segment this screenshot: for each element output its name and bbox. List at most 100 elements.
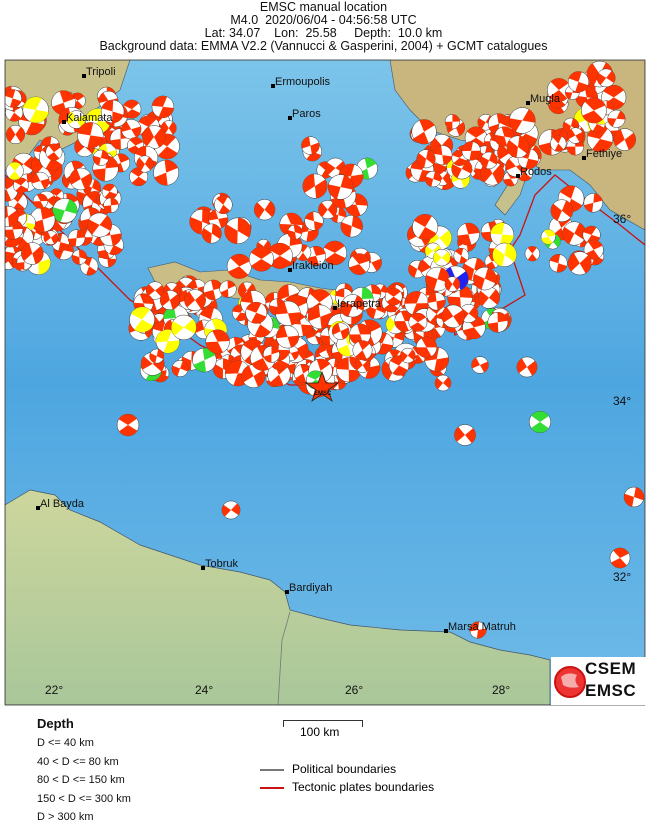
focal-mechanism[interactable] — [469, 621, 487, 639]
focal-mechanism[interactable] — [184, 289, 206, 311]
focal-mechanism[interactable] — [13, 177, 29, 194]
focal-mechanism[interactable] — [550, 135, 567, 152]
focal-mechanism[interactable] — [586, 125, 614, 153]
focal-mechanism[interactable] — [21, 242, 44, 265]
focal-mechanism[interactable] — [4, 89, 22, 108]
focal-mechanism[interactable] — [529, 411, 551, 433]
focal-mechanism[interactable] — [22, 96, 49, 124]
focal-mechanism[interactable] — [219, 280, 237, 298]
focal-mechanism[interactable] — [121, 119, 142, 140]
focal-mechanism[interactable] — [248, 246, 274, 272]
focal-mechanism[interactable] — [77, 122, 104, 149]
focal-mechanism[interactable] — [509, 107, 536, 134]
focal-mechanism[interactable] — [492, 242, 517, 267]
focal-mechanism[interactable] — [415, 336, 438, 358]
focal-mechanism[interactable] — [331, 322, 350, 340]
focal-mechanism[interactable] — [101, 183, 118, 200]
focal-mechanism[interactable] — [71, 249, 88, 265]
focal-mechanism[interactable] — [516, 356, 538, 378]
focal-mechanism[interactable] — [245, 301, 268, 324]
focal-mechanism[interactable] — [444, 276, 461, 292]
focal-mechanism[interactable] — [434, 374, 452, 392]
focal-mechanism[interactable] — [116, 413, 140, 437]
focal-mechanism[interactable] — [160, 120, 177, 137]
focal-mechanism[interactable] — [142, 125, 166, 149]
focal-mechanism[interactable] — [453, 247, 470, 264]
focal-mechanism[interactable] — [354, 357, 371, 373]
focal-mechanism[interactable] — [412, 213, 439, 240]
focal-mechanism[interactable] — [318, 200, 338, 220]
focal-mechanism[interactable] — [348, 253, 371, 275]
focal-mechanism[interactable] — [524, 246, 540, 262]
focal-mechanism[interactable] — [408, 312, 428, 332]
focal-mechanism[interactable] — [304, 211, 324, 231]
focal-mechanism[interactable] — [136, 155, 154, 173]
focal-mechanism[interactable] — [31, 171, 50, 191]
focal-mechanism[interactable] — [43, 230, 59, 245]
focal-mechanism[interactable] — [456, 222, 480, 246]
focal-mechanism[interactable] — [171, 360, 189, 378]
focal-mechanism[interactable] — [596, 68, 616, 88]
focal-mechanism[interactable] — [341, 294, 365, 318]
focal-mechanism[interactable] — [567, 251, 592, 276]
focal-mechanism[interactable] — [153, 159, 180, 186]
focal-mechanism[interactable] — [32, 193, 49, 209]
focal-mechanism[interactable] — [384, 287, 403, 306]
focal-mechanism[interactable] — [562, 221, 587, 246]
focal-mechanism[interactable] — [613, 128, 636, 151]
focal-mechanism[interactable] — [473, 266, 497, 291]
focal-mechanism[interactable] — [549, 254, 568, 273]
focal-mechanism[interactable] — [487, 311, 509, 333]
focal-mechanism[interactable] — [609, 547, 631, 569]
focal-mechanism[interactable] — [322, 240, 347, 266]
focal-mechanism[interactable] — [67, 229, 86, 247]
focal-mechanism[interactable] — [454, 424, 476, 446]
focal-mechanism[interactable] — [540, 229, 556, 245]
focal-mechanism[interactable] — [205, 329, 230, 354]
focal-mechanism[interactable] — [275, 300, 301, 327]
focal-mechanism[interactable] — [214, 195, 233, 215]
focal-mechanism[interactable] — [45, 143, 63, 161]
focal-mechanism[interactable] — [5, 162, 24, 180]
focal-mechanism[interactable] — [471, 356, 489, 374]
focal-mechanism[interactable] — [276, 325, 300, 349]
focal-mechanism[interactable] — [129, 306, 155, 333]
focal-mechanism[interactable] — [192, 347, 217, 373]
focal-mechanism[interactable] — [607, 109, 626, 128]
focal-mechanism[interactable] — [0, 205, 19, 228]
focal-mechanism[interactable] — [67, 110, 86, 129]
focal-mechanism[interactable] — [5, 124, 25, 145]
focal-mechanism[interactable] — [583, 193, 603, 213]
focal-mechanism[interactable] — [149, 348, 165, 364]
focal-mechanism[interactable] — [87, 212, 112, 238]
focal-mechanism[interactable] — [327, 174, 354, 200]
focal-mechanism[interactable] — [155, 329, 180, 354]
focal-mechanism[interactable] — [201, 223, 222, 244]
focal-mechanism[interactable] — [433, 248, 451, 267]
focal-mechanism[interactable] — [221, 500, 241, 520]
focal-mechanism[interactable] — [226, 253, 252, 279]
focal-mechanism[interactable] — [151, 95, 175, 119]
focal-mechanism[interactable] — [400, 347, 416, 364]
focal-mechanism[interactable] — [567, 71, 590, 93]
focal-mechanism[interactable] — [623, 486, 645, 508]
focal-mechanism[interactable] — [262, 345, 280, 363]
focal-mechanism[interactable] — [424, 170, 442, 188]
focal-mechanism[interactable] — [100, 99, 125, 124]
focal-mechanism[interactable] — [480, 151, 498, 170]
focal-mechanism[interactable] — [461, 141, 481, 161]
focal-mechanism[interactable] — [171, 314, 197, 341]
focal-mechanism[interactable] — [92, 149, 110, 166]
focal-mechanism[interactable] — [411, 119, 437, 145]
focal-mechanism[interactable] — [340, 215, 363, 238]
focal-mechanism[interactable] — [441, 304, 465, 328]
focal-mechanism[interactable] — [432, 145, 453, 166]
focal-mechanism[interactable] — [287, 224, 303, 240]
focal-mechanism[interactable] — [352, 340, 373, 361]
focal-mechanism[interactable] — [159, 290, 180, 311]
focal-mechanism[interactable] — [52, 198, 78, 224]
focal-mechanism[interactable] — [302, 173, 328, 199]
focal-mechanism[interactable] — [224, 217, 251, 245]
focal-mechanism[interactable] — [477, 286, 500, 309]
focal-mechanism[interactable] — [145, 281, 165, 300]
